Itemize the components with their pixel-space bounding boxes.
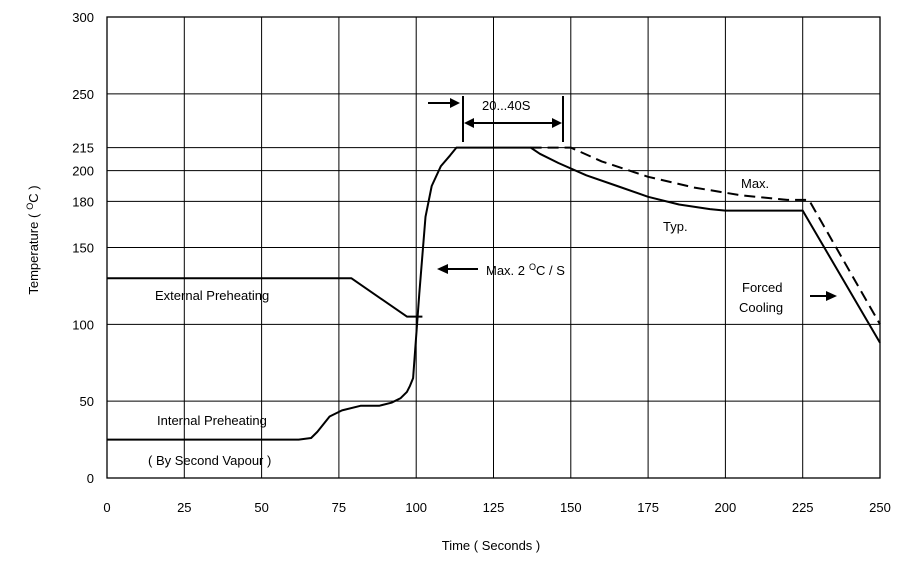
plot-frame [106, 16, 881, 479]
y-tick-label: 150 [72, 241, 94, 256]
x-tick-label: 100 [405, 500, 427, 515]
cooling-label: Cooling [739, 300, 783, 315]
window-right-arrowhead [552, 118, 562, 128]
x-tick-label: 0 [103, 500, 110, 515]
slope-arrowhead [437, 264, 448, 274]
forced-label: Forced [742, 280, 782, 295]
x-tick-label: 150 [560, 500, 582, 515]
by-second-vapour-label: ( By Second Vapour ) [148, 453, 271, 468]
x-tick-label: 250 [869, 500, 891, 515]
external-preheating-label: External Preheating [155, 288, 269, 303]
time-window-arrows [428, 96, 564, 142]
y-tick-label: 200 [72, 164, 94, 179]
x-axis-title: Time ( Seconds ) [442, 538, 541, 553]
series [107, 146, 881, 441]
y-tick-label: 50 [80, 394, 94, 409]
y-axis-title-tail: C ) [26, 185, 41, 202]
y-axis-title-sup: O [25, 203, 35, 210]
external-preheating-curve [107, 277, 423, 318]
internal-preheating-label: Internal Preheating [157, 413, 267, 428]
window-left-arrowhead [464, 118, 474, 128]
y-axis-title-text: Temperature ( [26, 213, 41, 295]
y-tick-label: 300 [72, 10, 94, 25]
slope-arrow [437, 264, 478, 274]
tick-labels: 0 25 50 75 100 125 150 175 200 225 250 0 50 100 150 180… [72, 10, 891, 515]
y-axis-title: Temperature ( OC ) [25, 185, 41, 294]
left-pointer-arrowhead [450, 98, 460, 108]
x-tick-label: 225 [792, 500, 814, 515]
time-window-label: 20...40S [482, 98, 531, 113]
max-profile-curve [530, 146, 881, 325]
y-tick-label: 0 [87, 471, 94, 486]
x-tick-label: 75 [332, 500, 346, 515]
x-tick-label: 50 [254, 500, 268, 515]
y-tick-label: 215 [72, 141, 94, 156]
y-tick-label: 180 [72, 194, 94, 209]
y-tick-label: 250 [72, 87, 94, 102]
slope-suffix: C / S [536, 263, 565, 278]
slope-label: Max. 2 OC / S [486, 262, 565, 278]
forced-cooling-arrow [810, 291, 837, 301]
typ-label: Typ. [663, 219, 688, 234]
x-tick-label: 125 [483, 500, 505, 515]
cooling-arrowhead [826, 291, 837, 301]
y-tick-label: 100 [72, 317, 94, 332]
x-tick-label: 200 [715, 500, 737, 515]
x-tick-label: 25 [177, 500, 191, 515]
typical-profile-curve [107, 146, 881, 441]
slope-prefix: Max. 2 [486, 263, 525, 278]
x-tick-label: 175 [637, 500, 659, 515]
grid [106, 16, 881, 479]
max-label: Max. [741, 176, 769, 191]
slope-sup: O [529, 262, 536, 272]
